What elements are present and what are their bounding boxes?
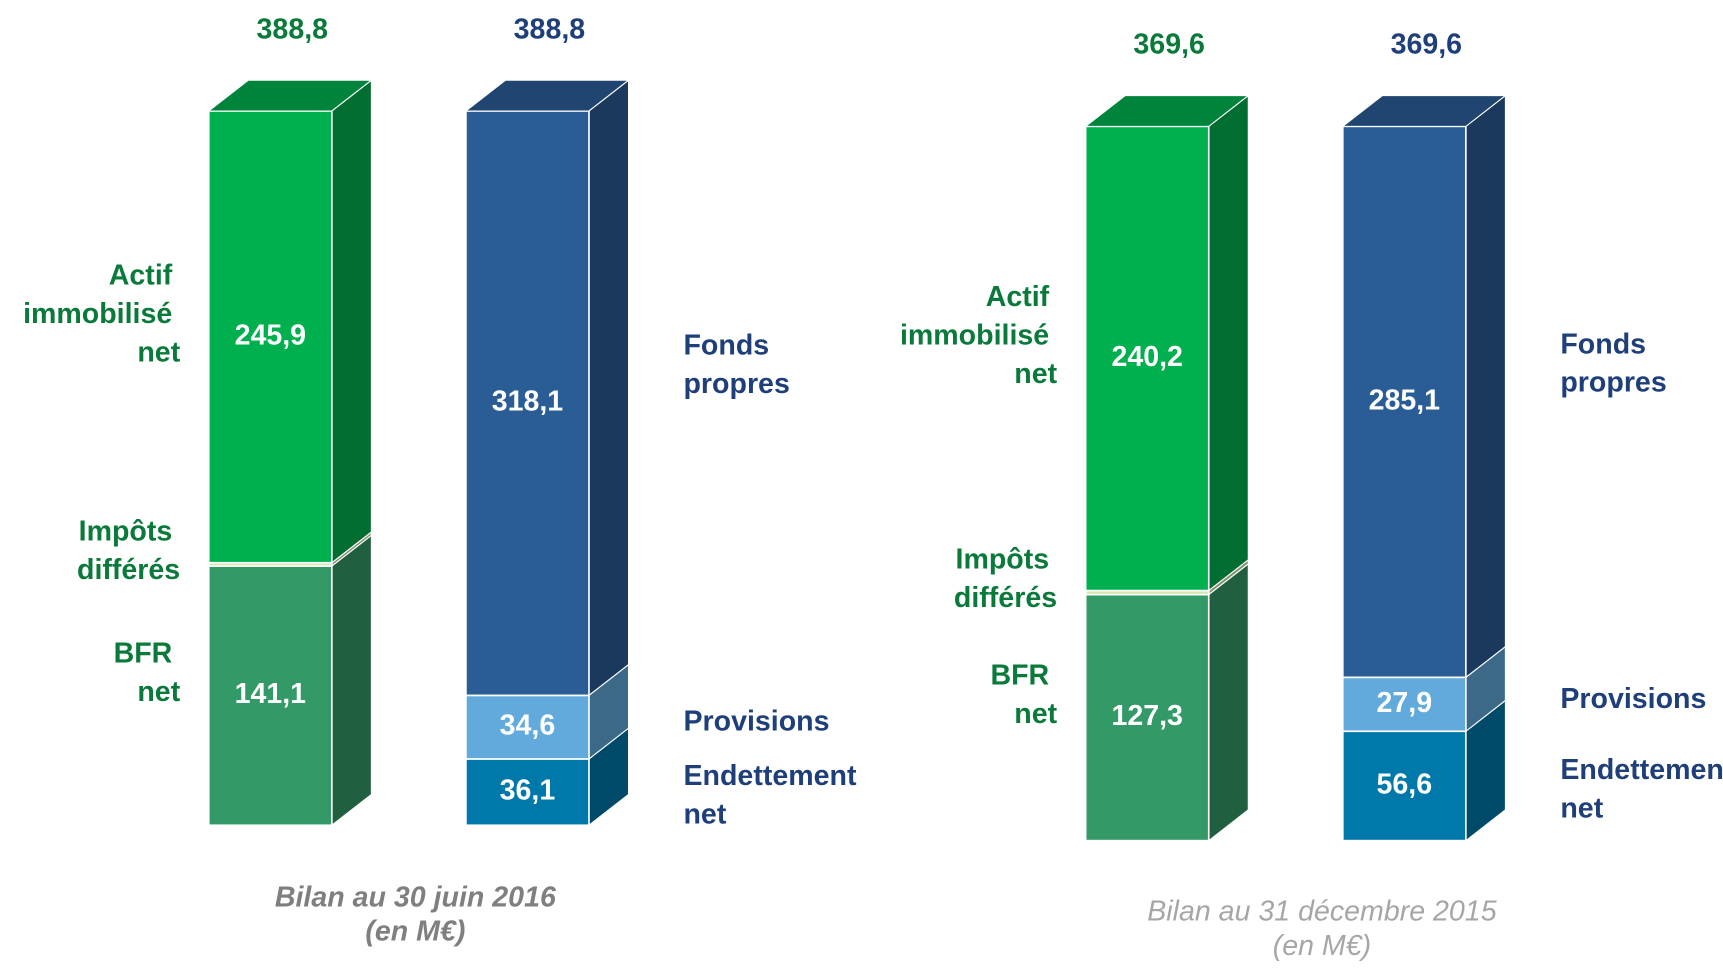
value-label: 27,9 bbox=[1377, 687, 1433, 719]
bar-segment bbox=[207, 565, 333, 827]
segment-name: Fonds propres bbox=[1560, 328, 1666, 398]
chart-subtitle: (en M€) bbox=[1273, 930, 1371, 962]
bar-segment bbox=[465, 110, 590, 697]
value-label: 127,3 bbox=[1111, 700, 1182, 732]
value-label: 240,2 bbox=[1111, 341, 1182, 373]
bar-side bbox=[588, 79, 630, 697]
total-label: 369,6 bbox=[1391, 29, 1462, 61]
total-label: 388,8 bbox=[514, 13, 585, 45]
bar-side bbox=[1208, 562, 1249, 842]
segment-name: Endettement net bbox=[683, 760, 864, 830]
segment-name: Impôts différés bbox=[954, 543, 1057, 613]
bar-segment bbox=[1341, 125, 1467, 679]
segment-name: BFR net bbox=[990, 659, 1057, 729]
segment-name: Fonds propres bbox=[683, 329, 789, 399]
bar-segment bbox=[1341, 730, 1467, 842]
bar-top bbox=[207, 79, 374, 112]
bar-top bbox=[464, 79, 631, 112]
bar-segment bbox=[1341, 676, 1467, 733]
value-label: 34,6 bbox=[500, 710, 556, 742]
value-label: 141,1 bbox=[235, 678, 307, 710]
bar-segment bbox=[1084, 593, 1210, 842]
bar-side bbox=[1208, 94, 1249, 592]
value-label: 36,1 bbox=[500, 775, 556, 807]
bar-segment bbox=[465, 694, 590, 760]
bar-segment bbox=[207, 110, 333, 564]
segment-name: Endettement net bbox=[1560, 754, 1723, 824]
bar-side bbox=[331, 534, 372, 827]
bar-side bbox=[1465, 94, 1506, 679]
bar-side bbox=[331, 79, 372, 564]
segment-name: Provisions bbox=[683, 705, 829, 737]
chart-title: Bilan au 31 décembre 2015 bbox=[1147, 896, 1496, 928]
value-label: 318,1 bbox=[492, 386, 564, 418]
bar-segment bbox=[1084, 125, 1210, 592]
segment-name: Impôts différés bbox=[77, 515, 180, 585]
value-label: 56,6 bbox=[1377, 768, 1433, 800]
chart-subtitle: (en M€) bbox=[365, 915, 465, 947]
bar-top bbox=[1084, 95, 1250, 127]
segment-name: Provisions bbox=[1560, 682, 1706, 714]
chart-title: Bilan au 30 juin 2016 bbox=[275, 881, 557, 913]
segment-name: Actif immobilisé net bbox=[900, 281, 1058, 390]
total-label: 388,8 bbox=[257, 13, 328, 45]
total-label: 369,6 bbox=[1133, 29, 1204, 61]
segment-name: BFR net bbox=[114, 637, 181, 707]
segment-name: Actif immobilisé net bbox=[23, 259, 181, 368]
value-label: 245,9 bbox=[235, 319, 306, 351]
bar-top bbox=[1341, 95, 1508, 127]
value-label: 285,1 bbox=[1369, 384, 1441, 416]
